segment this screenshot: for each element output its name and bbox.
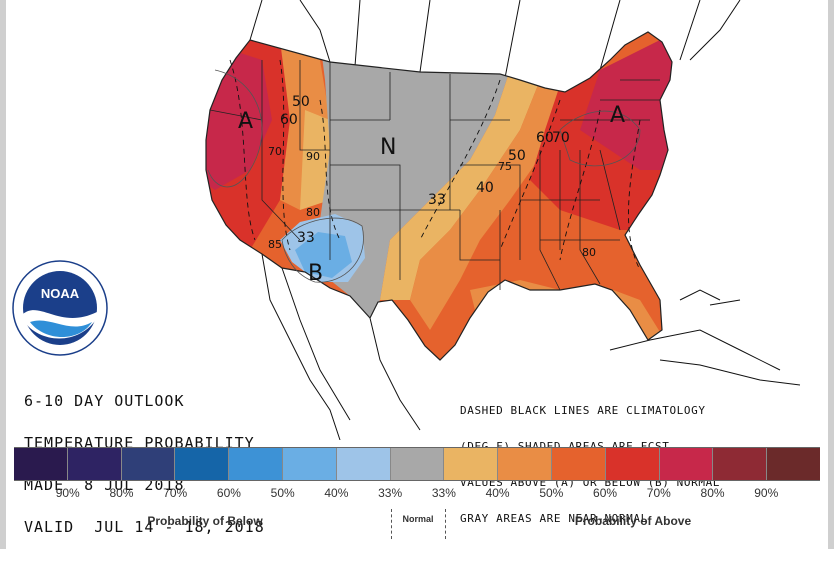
- legend-tick-label: 50%: [539, 486, 564, 500]
- legend-tick-label: 33%: [378, 486, 403, 500]
- us-temperature-map: A A B N 33 33 40 50 50 60 60 70 70 75 80…: [12, 0, 801, 440]
- legend-tick-label: 40%: [324, 486, 349, 500]
- legend-tick-label: 90%: [754, 486, 779, 500]
- legend-swatch: [67, 448, 122, 480]
- noaa-logo: NOAA: [12, 260, 108, 356]
- legend-swatch: [498, 448, 552, 480]
- surrounding-land-outlines: [249, 0, 801, 440]
- legend-divider-left: [391, 509, 392, 539]
- legend-tick-label: 60%: [216, 486, 241, 500]
- legend-tick-label: 70%: [646, 486, 671, 500]
- prob-33-plains-label: 33: [428, 192, 446, 208]
- legend-swatch: [659, 448, 714, 480]
- above-label-west: A: [238, 109, 253, 134]
- frame-border-right: [828, 0, 834, 549]
- prob-50-west-label: 50: [292, 94, 310, 110]
- legend-divider-right: [445, 509, 446, 539]
- legend-swatch: [551, 448, 606, 480]
- legend-swatch: [121, 448, 176, 480]
- clim-80-sw-label: 80: [306, 206, 320, 219]
- legend-swatch: [444, 448, 499, 480]
- outlook-title-block: 6-10 DAY OUTLOOK TEMPERATURE PROBABILITY…: [24, 366, 265, 562]
- legend-tick-label: 80%: [109, 486, 134, 500]
- legend-swatch: [229, 448, 283, 480]
- clim-80-se-label: 80: [582, 246, 596, 259]
- legend-swatch: [390, 448, 445, 480]
- prob-33-sw-label: 33: [297, 230, 315, 246]
- legend-tick-label: 70%: [163, 486, 188, 500]
- legend-normal-caption: Normal: [402, 514, 434, 524]
- clim-75-label: 75: [498, 160, 512, 173]
- outlook-line-4: VALID JUL 14 - 18, 2018: [24, 518, 265, 536]
- legend-tick-label: 80%: [700, 486, 725, 500]
- outlook-line-3: MADE 8 JUL 2018: [24, 476, 185, 494]
- legend-tick-label: 90%: [55, 486, 80, 500]
- legend-above-caption: Probability of Above: [574, 514, 692, 528]
- below-label: B: [308, 261, 323, 286]
- legend-swatch: [282, 448, 337, 480]
- climatology-lines: [229, 59, 641, 271]
- state-borders: [205, 31, 673, 361]
- legend-below-caption: Probability of Below: [147, 514, 263, 528]
- noaa-logo-text: NOAA: [41, 286, 80, 301]
- legend-tick-label: 40%: [485, 486, 510, 500]
- clim-85-label: 85: [268, 238, 282, 251]
- legend-tick-label: 33%: [431, 486, 456, 500]
- clim-90-label: 90: [306, 150, 320, 163]
- probability-color-legend: [14, 447, 820, 481]
- outlook-line-2: TEMPERATURE PROBABILITY: [24, 434, 255, 452]
- notes-line-1: DASHED BLACK LINES ARE CLIMATOLOGY: [460, 404, 706, 417]
- legend-tick-label: 60%: [593, 486, 618, 500]
- legend-swatch: [175, 448, 230, 480]
- frame-border-left: [0, 0, 6, 549]
- prob-60-west-label: 60: [280, 112, 298, 128]
- legend-tick-label: 50%: [270, 486, 295, 500]
- clim-70-label: 70: [268, 145, 282, 158]
- outlook-line-1: 6-10 DAY OUTLOOK: [24, 392, 185, 410]
- legend-swatch: [605, 448, 660, 480]
- outlook-figure: A A B N 33 33 40 50 50 60 60 70 70 75 80…: [12, 0, 820, 539]
- legend-swatch: [14, 448, 68, 480]
- prob-40-label: 40: [476, 180, 494, 196]
- legend-swatch: [336, 448, 391, 480]
- notes-line-4: GRAY AREAS ARE NEAR-NORMAL: [460, 512, 648, 525]
- normal-label: N: [380, 135, 396, 160]
- above-label-east: A: [610, 103, 625, 128]
- prob-50-east-label: 50: [508, 148, 526, 164]
- prob-70-east-label: 70: [552, 130, 570, 146]
- legend-swatch: [767, 448, 820, 480]
- probability-contours: [207, 69, 641, 283]
- prob-60-east-label: 60: [536, 130, 554, 146]
- legend-swatch: [713, 448, 768, 480]
